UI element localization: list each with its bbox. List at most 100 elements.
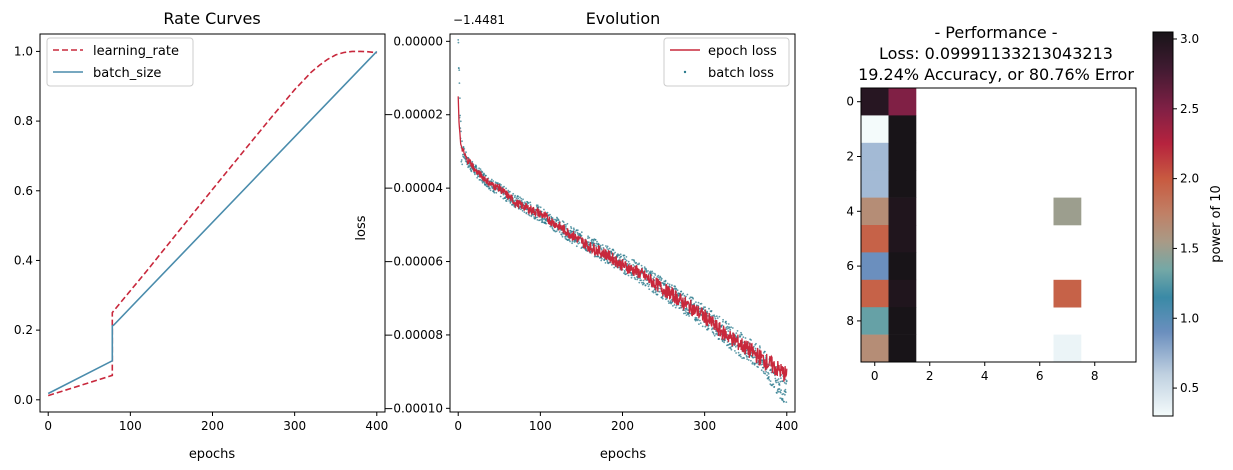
batch-loss-point (776, 379, 779, 381)
batch-loss-point (495, 191, 498, 194)
batch-loss-point (564, 235, 567, 238)
evolution-chart: Evolution −1.4481 0 100 200 300 400 0.00000 −… (354, 9, 798, 462)
batch-loss-point (580, 231, 583, 234)
batch-loss-point (784, 393, 786, 396)
batch-loss-point (461, 140, 463, 143)
batch-loss-point (561, 235, 564, 238)
batch-loss-point (762, 370, 765, 373)
y-tick-label: 0.6 (14, 184, 33, 198)
batch-loss-point (775, 381, 778, 384)
heatmap-cell (861, 142, 889, 171)
heatmap-cell (861, 334, 889, 363)
batch-loss-point (685, 307, 688, 309)
batch-loss-point (610, 250, 613, 253)
batch-loss-point (517, 195, 519, 198)
batch-loss-point (740, 331, 742, 334)
legend-batch-loss-swatch (683, 70, 687, 74)
batch-loss-point (644, 284, 647, 286)
batch-loss-point (648, 288, 651, 291)
batch-loss-point (514, 199, 517, 202)
batch-loss-point (764, 350, 766, 353)
batch-loss-point (612, 249, 615, 252)
batch-loss-point (606, 245, 609, 248)
batch-loss-point (744, 337, 747, 339)
batch-loss-point (777, 390, 780, 393)
batch-loss-point (659, 276, 662, 279)
batch-loss-point (460, 159, 463, 161)
batch-loss-point (735, 352, 737, 354)
heatmap-cell (861, 115, 889, 144)
batch-loss-point (667, 300, 670, 303)
x-tick-label: 400 (775, 419, 798, 433)
batch-loss-point (627, 260, 630, 263)
batch-loss-point (778, 382, 781, 385)
batch-loss-point (552, 228, 554, 230)
batch-loss-point (773, 385, 776, 388)
batch-loss-point (507, 189, 510, 192)
batch-loss-point (558, 231, 561, 233)
series-learning-rate-line (47, 50, 377, 397)
batch-loss-point (553, 218, 555, 221)
batch-loss-point (595, 245, 598, 248)
heatmap-cell (888, 279, 917, 308)
batch-loss-point (721, 340, 724, 343)
batch-loss-point (562, 221, 565, 224)
batch-loss-point (731, 327, 734, 329)
batch-loss-point (499, 195, 502, 198)
rate-curves-chart: Rate Curves 0 100 200 300 400 0.0 0.2 0.4 0.6 0.… (14, 9, 388, 462)
batch-loss-point (655, 290, 657, 293)
batch-loss-point (736, 330, 739, 332)
batch-loss-point (459, 97, 461, 99)
batch-loss-point (704, 306, 706, 309)
batch-loss-point (780, 377, 782, 379)
y-tick-label: 0.8 (14, 114, 33, 128)
batch-loss-point (606, 260, 609, 263)
batch-loss-point (783, 400, 785, 403)
batch-loss-point (492, 180, 495, 182)
heatmap-cell (861, 279, 889, 308)
y-tick-label: 0.2 (14, 323, 33, 337)
batch-loss-point (675, 304, 678, 307)
batch-loss-point (777, 378, 780, 380)
batch-loss-point (700, 302, 703, 305)
batch-loss-point (685, 314, 688, 316)
batch-loss-point (697, 304, 700, 307)
batch-loss-point (746, 358, 748, 360)
batch-loss-point (571, 242, 573, 245)
batch-loss-point (606, 246, 608, 249)
batch-loss-point (465, 151, 467, 154)
batch-loss-point (592, 239, 595, 242)
batch-loss-point (468, 165, 471, 168)
batch-loss-point (695, 319, 698, 321)
batch-loss-point (727, 330, 730, 332)
batch-loss-point (595, 242, 598, 245)
batch-loss-point (675, 287, 678, 290)
batch-loss-point (541, 219, 544, 222)
batch-loss-point (541, 221, 544, 224)
batch-loss-point (620, 255, 623, 258)
batch-loss-point (718, 315, 721, 318)
heatmap-cell (888, 115, 917, 144)
colorbar-tick-label: 1.0 (1180, 311, 1199, 325)
batch-loss-point (767, 377, 770, 380)
heatmap-y-tick-label: 2 (846, 150, 854, 164)
y-tick-label: −0.00006 (383, 255, 443, 269)
batch-loss-point (522, 198, 524, 201)
batch-loss-point (739, 335, 742, 338)
batch-loss-point (471, 160, 474, 163)
heatmap-cell (888, 170, 917, 198)
batch-loss-point (785, 401, 788, 403)
batch-loss-point (536, 216, 538, 219)
batch-loss-point (668, 283, 671, 286)
batch-loss-point (539, 206, 542, 209)
batch-loss-point (457, 39, 460, 41)
batch-loss-point (460, 130, 462, 133)
batch-loss-point (633, 276, 636, 279)
batch-loss-point (735, 332, 738, 334)
batch-loss-point (728, 327, 731, 329)
batch-loss-point (481, 170, 484, 173)
batch-loss-point (485, 174, 487, 177)
colorbar-label: power of 10 (1209, 185, 1224, 263)
evolution-frame (449, 33, 796, 413)
batch-loss-point (569, 240, 571, 243)
